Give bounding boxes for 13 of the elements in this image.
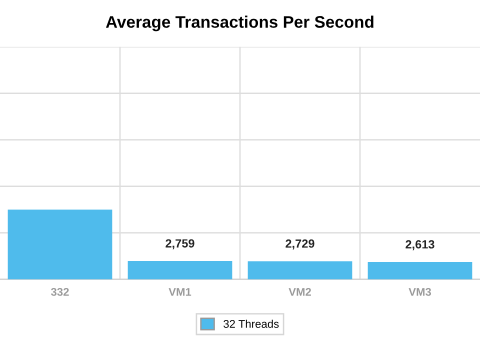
data-label: 2,729: [286, 239, 314, 250]
bar: [128, 261, 232, 280]
data-label: 2,613: [406, 240, 434, 250]
x-tick-label: 332: [50, 288, 69, 296]
x-tick-label: VM1: [168, 288, 192, 296]
bar: [368, 262, 472, 280]
x-tick-label: VM2: [288, 288, 311, 296]
bar: [248, 261, 352, 280]
bar: [8, 210, 112, 280]
legend-label: 32 Threads: [224, 320, 279, 328]
data-label: 2,759: [166, 239, 194, 250]
x-tick-label: VM3: [408, 288, 432, 296]
chart-title: Average Transactions Per Second: [106, 16, 374, 32]
